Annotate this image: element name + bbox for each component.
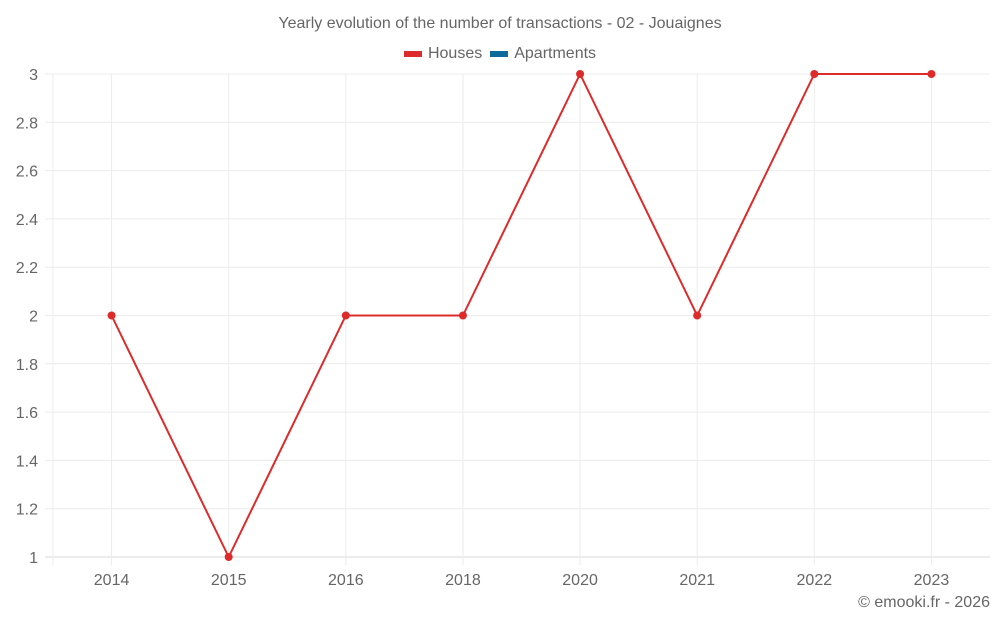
data-point[interactable] [458, 311, 467, 320]
data-point[interactable] [693, 311, 702, 320]
data-point[interactable] [224, 553, 233, 561]
y-tick-label: 2.2 [16, 260, 38, 277]
houses-swatch-icon [403, 51, 422, 57]
x-tick-label: 2018 [445, 572, 481, 589]
y-tick-label: 1.4 [16, 453, 38, 470]
y-tick-label: 1.8 [16, 357, 38, 374]
legend-item-houses[interactable]: Houses [403, 45, 483, 63]
copyright-credit: © emooki.fr - 2026 [858, 594, 990, 611]
apartments-swatch-icon [490, 51, 509, 57]
chart-legend: Houses Apartments [0, 45, 1000, 63]
chart-title: Yearly evolution of the number of transa… [278, 15, 722, 32]
y-tick-label: 1 [29, 550, 38, 567]
y-tick-label: 2.4 [16, 212, 38, 229]
x-tick-label: 2014 [94, 572, 130, 589]
legend-label-houses: Houses [427, 45, 483, 62]
x-tick-label: 2015 [211, 572, 247, 589]
y-tick-label: 2.6 [16, 164, 38, 181]
data-point[interactable] [107, 311, 116, 320]
data-point[interactable] [810, 70, 819, 78]
y-tick-label: 3 [29, 67, 38, 84]
x-tick-label: 2022 [797, 572, 833, 589]
data-point[interactable] [341, 311, 350, 320]
legend-item-apartments[interactable]: Apartments [490, 45, 596, 63]
data-point[interactable] [576, 70, 585, 78]
x-tick-label: 2016 [328, 572, 364, 589]
series-line-houses [110, 71, 932, 560]
x-tick-label: 2023 [914, 572, 950, 589]
y-tick-label: 2.8 [16, 115, 38, 132]
y-tick-label: 2 [29, 309, 38, 326]
x-tick-label: 2020 [562, 572, 598, 589]
y-tick-label: 1.2 [16, 502, 38, 519]
x-tick-label: 2021 [679, 572, 715, 589]
legend-label-apartments: Apartments [514, 45, 597, 62]
y-tick-label: 1.6 [16, 405, 38, 422]
data-point[interactable] [927, 70, 936, 78]
